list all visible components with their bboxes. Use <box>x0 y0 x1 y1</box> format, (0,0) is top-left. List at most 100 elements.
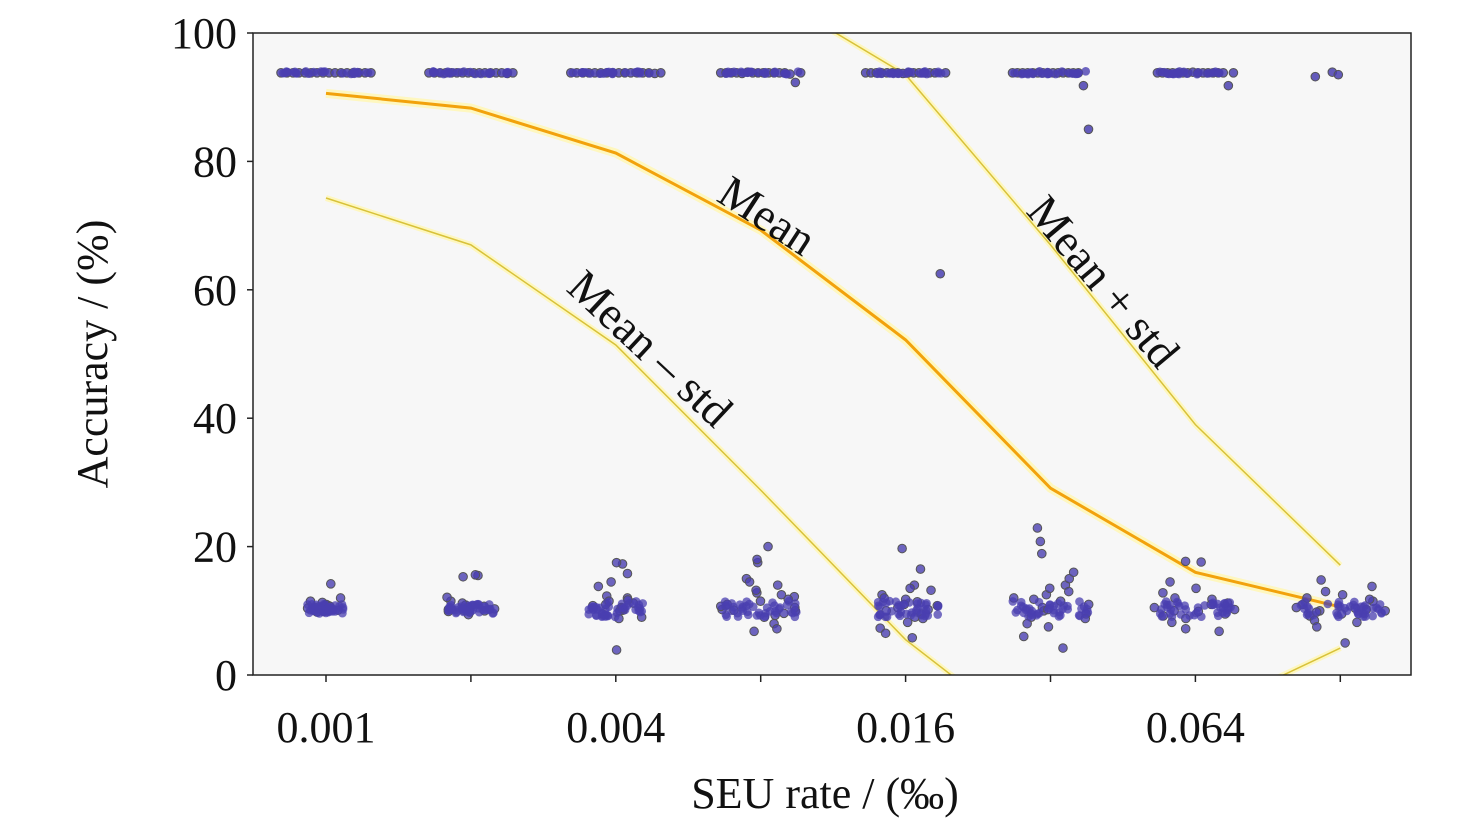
data-point <box>611 557 622 568</box>
x-tick-label: 0.064 <box>1146 703 1245 752</box>
data-point <box>1337 589 1348 600</box>
data-point <box>901 609 911 619</box>
data-point <box>1174 601 1184 611</box>
y-tick-label: 40 <box>193 394 237 443</box>
data-point <box>337 600 347 609</box>
data-point <box>363 68 373 77</box>
x-tick-label: 0.004 <box>566 703 665 752</box>
data-point <box>503 67 513 77</box>
data-point <box>754 68 763 77</box>
data-point <box>1036 548 1047 559</box>
data-point <box>1332 608 1341 618</box>
data-point <box>752 554 762 565</box>
data-point <box>585 69 595 78</box>
data-point <box>338 68 348 78</box>
data-point <box>904 598 914 607</box>
y-axis-label: Accuracy / (%) <box>68 220 117 489</box>
data-point <box>1032 523 1043 533</box>
data-point <box>446 603 456 613</box>
data-point <box>1176 610 1186 619</box>
data-point <box>743 607 752 617</box>
data-point <box>722 612 731 621</box>
data-point <box>454 67 464 77</box>
data-point <box>1075 597 1084 606</box>
data-point <box>885 69 895 78</box>
y-tick-label: 60 <box>193 266 237 315</box>
data-point <box>622 601 632 611</box>
data-point <box>1023 69 1033 79</box>
data-point <box>744 577 755 587</box>
data-point <box>1352 617 1362 628</box>
data-point <box>877 69 886 79</box>
series-line-0 <box>325 91 1341 609</box>
data-point <box>1057 67 1067 76</box>
data-point <box>1191 583 1201 594</box>
data-point <box>630 67 640 77</box>
data-point <box>790 77 801 88</box>
data-point <box>442 592 452 603</box>
data-point <box>279 68 288 78</box>
x-tick-label: 0.016 <box>856 703 955 752</box>
data-point <box>1340 603 1350 613</box>
data-point <box>1179 67 1189 77</box>
x-tick-label: 0.001 <box>277 703 376 752</box>
data-point <box>1165 577 1175 587</box>
data-point <box>915 564 926 574</box>
data-point <box>304 69 313 78</box>
data-point <box>1010 68 1020 78</box>
data-point <box>1165 600 1175 610</box>
data-point <box>1158 588 1168 598</box>
data-point <box>1156 605 1166 614</box>
series-line-2 <box>834 33 1341 566</box>
line-layer <box>325 33 1343 675</box>
data-point <box>568 68 578 77</box>
data-point <box>1180 556 1191 567</box>
data-point <box>1068 567 1079 578</box>
data-point <box>782 69 791 79</box>
data-point <box>772 580 783 590</box>
data-point <box>1296 600 1306 610</box>
data-point <box>897 543 907 554</box>
data-point <box>621 68 630 77</box>
data-point <box>602 67 612 77</box>
data-point <box>1074 610 1084 620</box>
data-point <box>1191 608 1201 618</box>
data-point <box>325 579 336 589</box>
data-point <box>1303 609 1313 618</box>
data-point <box>763 541 773 552</box>
data-point <box>772 623 782 634</box>
data-point <box>475 607 484 617</box>
data-point <box>604 602 614 612</box>
data-point <box>749 626 759 637</box>
data-point <box>786 607 796 617</box>
data-point <box>1083 124 1094 135</box>
data-point <box>1013 605 1022 615</box>
data-point <box>603 611 613 620</box>
data-point <box>1159 67 1169 77</box>
point-layer <box>276 67 1390 655</box>
data-point <box>875 610 884 620</box>
data-point <box>873 601 883 611</box>
data-point <box>1323 599 1333 609</box>
data-point <box>1228 68 1239 78</box>
data-point <box>1372 603 1381 613</box>
data-point <box>1361 612 1370 621</box>
data-point <box>458 571 468 582</box>
data-point <box>485 605 494 614</box>
y-axis: 0 20 40 60 80 100 <box>171 9 253 700</box>
data-point <box>656 68 666 78</box>
data-point <box>606 577 616 587</box>
data-point <box>770 67 780 77</box>
data-point <box>1058 643 1068 653</box>
data-point <box>912 599 922 609</box>
data-point <box>1206 68 1215 78</box>
data-point <box>1214 68 1224 78</box>
data-point <box>439 69 449 79</box>
y-tick-label: 20 <box>193 523 237 572</box>
data-point <box>735 600 745 609</box>
data-point <box>1022 618 1032 629</box>
data-point <box>593 581 604 592</box>
data-point <box>1054 612 1064 621</box>
data-point <box>622 568 633 579</box>
data-point <box>784 597 794 606</box>
